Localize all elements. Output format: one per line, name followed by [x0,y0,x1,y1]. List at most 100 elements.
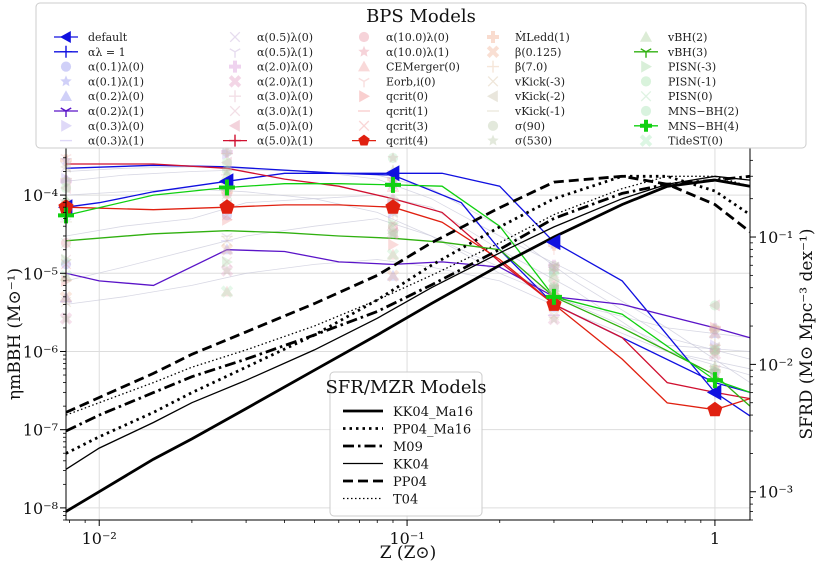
marker-shape [486,45,500,59]
sfr-legend-label: KK04_Ma16 [393,405,473,420]
marker-shape [487,134,499,146]
faint-data-marker [709,366,721,378]
faint-data-marker [547,270,560,282]
marker-shape [60,107,72,117]
sfrd-lines [65,174,751,513]
faint-data-marker [548,309,560,321]
faint-data-marker [708,322,721,335]
marker-shape [708,360,721,373]
marker-shape [487,120,499,131]
legend-marker [60,107,72,117]
faint-data-marker [709,343,721,355]
marker-shape [548,262,560,273]
faint-data-marker [548,260,560,271]
x-tick-label: 10⁻² [82,529,117,548]
marker-shape [548,283,560,294]
marker-shape [220,243,233,255]
y-axis-left: 10⁻⁸ 10⁻⁷ 10⁻⁶ 10⁻⁵ 10⁻⁴ [23,157,66,521]
right-axis-title: SFRD (M⊙ Mpc⁻³ dex⁻¹) [797,229,817,440]
marker-shape [548,267,560,279]
legend-marker [60,31,71,43]
marker-shape [220,285,233,297]
marker-shape [548,313,560,324]
marker-shape [709,343,721,355]
legend-marker [640,48,652,58]
legend-marker [487,134,499,146]
bps-legend-label: α(0.5)λ(1) [257,46,313,59]
marker-shape [221,165,233,176]
legend-marker [229,60,241,73]
efficiency-line [65,230,751,407]
marker-shape [60,90,72,101]
bps-legend-label: α(3.0)λ(1) [257,105,313,118]
marker-shape [229,105,241,117]
legend-marker [359,90,370,103]
data-marker [545,288,562,305]
data-marker [545,234,561,251]
bps-legend-entry: α(10.0)λ(1) [358,45,449,59]
faint-data-marker [387,152,399,163]
bps-legend-label: α(2.0)λ(1) [257,75,313,88]
faint-data-marker [222,213,233,226]
faint-data-marker [220,264,234,277]
marker-shape [219,199,235,214]
faint-data-marker [548,267,560,279]
marker-shape [386,227,400,240]
marker-shape [387,152,399,164]
marker-shape [387,228,399,239]
legend-marker [358,60,370,72]
faint-model-line [65,259,751,370]
legend-marker [60,90,72,101]
bps-legend-label: α(0.2)λ(0) [88,90,144,103]
faint-data-marker [387,221,399,232]
marker-shape [548,281,560,292]
marker-shape [709,344,721,356]
faint-data-marker [386,269,400,283]
marker-shape [549,267,560,280]
right-tick-label: 10⁻² [758,355,793,374]
marker-shape [387,227,399,239]
marker-shape [710,321,721,334]
data-marker [384,165,400,182]
marker-shape [61,172,72,185]
faint-model-line [65,218,751,352]
sfr-legend-entry: PP04_Ma16 [343,423,471,438]
faint-data-marker [548,280,560,292]
marker-shape [548,281,560,292]
marker-shape [487,90,498,103]
sfr-legend-entry: KK04 [343,458,429,473]
marker-shape [384,176,401,193]
faint-data-marker [386,269,399,281]
sfrd-line [65,178,751,513]
faint-data-marker [548,281,560,293]
sfr-legend-entry: T04 [343,493,418,508]
left-axis-title: ηmBBH (M⊙⁻¹) [5,268,25,400]
marker-shape [709,345,721,357]
marker-shape [61,253,72,266]
faint-data-marker [709,366,721,378]
marker-shape [386,269,399,281]
marker-shape [358,120,370,132]
bps-legend-label: PISN(0) [668,90,713,103]
marker-shape [61,274,72,287]
legend-marker [487,76,499,87]
bps-legend-entry: default [54,31,128,44]
bps-legend-label: vBH(3) [667,46,707,59]
marker-shape [640,90,652,102]
data-marker [706,372,723,389]
faint-data-marker [220,147,233,160]
bps-legend-entry: MNS−BH(2) [640,105,739,118]
faint-data-marker [386,227,398,240]
marker-shape [358,31,370,43]
faint-data-marker [709,345,721,357]
faint-data-marker [709,342,721,353]
faint-data-marker [60,160,71,173]
marker-shape [221,146,233,158]
bps-legend-label: α(2.0)λ(0) [257,61,313,74]
marker-shape [547,270,561,284]
marker-shape [384,165,400,182]
marker-shape [547,282,559,295]
marker-shape [548,260,560,271]
marker-shape [221,264,233,276]
marker-shape [229,48,241,58]
